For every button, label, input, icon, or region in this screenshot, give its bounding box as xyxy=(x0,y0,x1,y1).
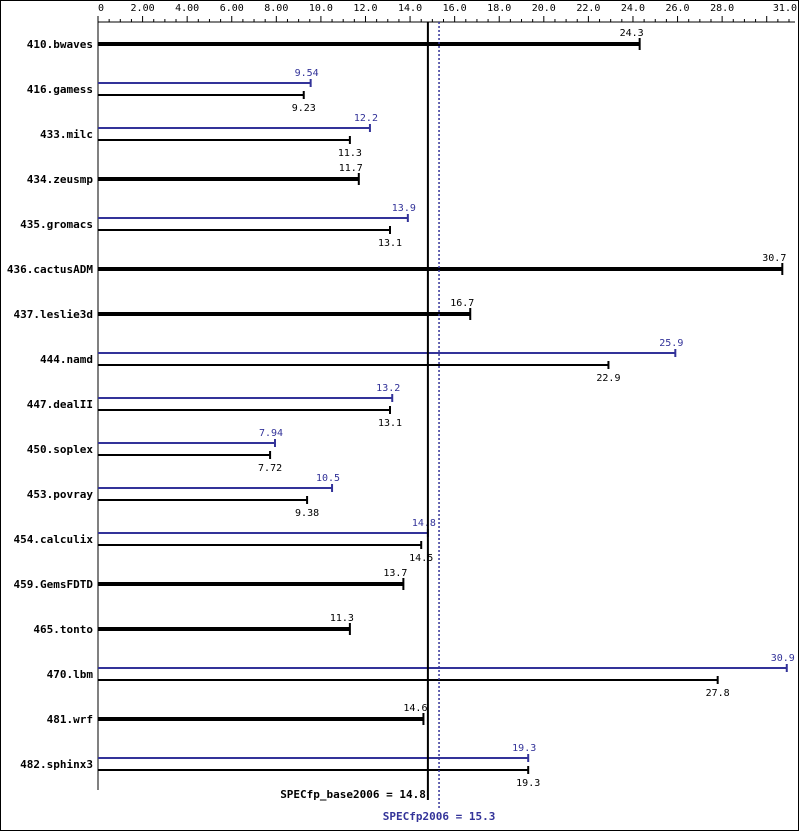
x-tick-label: 28.0 xyxy=(710,3,734,14)
x-tick-label: 31.0 xyxy=(773,3,797,14)
benchmark-label: 416.gamess xyxy=(27,83,93,96)
x-tick-label: 4.00 xyxy=(175,3,199,14)
peak-value-label: 30.9 xyxy=(771,653,795,664)
x-tick-label: 2.00 xyxy=(131,3,155,14)
base-value-label: 30.7 xyxy=(762,253,786,264)
peak-value-label: 10.5 xyxy=(316,473,340,484)
peak-value-label: 25.9 xyxy=(659,338,683,349)
peak-value-label: 12.2 xyxy=(354,113,378,124)
benchmark-label: 481.wrf xyxy=(47,713,93,726)
base-value-label: 11.7 xyxy=(339,163,363,174)
x-tick-label: 18.0 xyxy=(487,3,511,14)
benchmark-label: 433.milc xyxy=(40,128,93,141)
base-value-label: 19.3 xyxy=(516,778,540,789)
x-tick-label: 0 xyxy=(98,3,104,14)
x-tick-label: 12.0 xyxy=(353,3,377,14)
benchmark-label: 465.tonto xyxy=(33,623,93,636)
x-tick-label: 8.00 xyxy=(264,3,288,14)
x-tick-label: 22.0 xyxy=(576,3,600,14)
base-value-label: 7.72 xyxy=(258,463,282,474)
benchmark-label: 450.soplex xyxy=(27,443,94,456)
x-tick-label: 16.0 xyxy=(443,3,467,14)
benchmark-label: 410.bwaves xyxy=(27,38,93,51)
x-tick-label: 26.0 xyxy=(666,3,690,14)
base-value-label: 9.23 xyxy=(292,103,316,114)
peak-mean-label: SPECfp2006 = 15.3 xyxy=(383,810,496,823)
peak-value-label: 14.8 xyxy=(412,518,436,529)
benchmark-label: 434.zeusmp xyxy=(27,173,94,186)
x-tick-label: 14.0 xyxy=(398,3,422,14)
base-value-label: 11.3 xyxy=(330,613,354,624)
benchmark-label: 444.namd xyxy=(40,353,93,366)
x-tick-label: 10.0 xyxy=(309,3,333,14)
base-value-label: 14.5 xyxy=(409,553,433,564)
x-tick-label: 24.0 xyxy=(621,3,645,14)
peak-value-label: 13.9 xyxy=(392,203,416,214)
base-value-label: 14.6 xyxy=(403,703,427,714)
benchmark-label: 453.povray xyxy=(27,488,94,501)
peak-value-label: 7.94 xyxy=(259,428,283,439)
benchmark-label: 437.leslie3d xyxy=(14,308,93,321)
peak-value-label: 13.2 xyxy=(376,383,400,394)
benchmark-label: 435.gromacs xyxy=(20,218,93,231)
benchmark-label: 459.GemsFDTD xyxy=(14,578,94,591)
peak-value-label: 19.3 xyxy=(512,743,536,754)
benchmark-label: 436.cactusADM xyxy=(7,263,93,276)
base-value-label: 27.8 xyxy=(706,688,730,699)
base-value-label: 13.1 xyxy=(378,238,402,249)
base-value-label: 13.7 xyxy=(383,568,407,579)
benchmark-label: 482.sphinx3 xyxy=(20,758,93,771)
base-value-label: 22.9 xyxy=(596,373,620,384)
base-value-label: 11.3 xyxy=(338,148,362,159)
benchmark-label: 470.lbm xyxy=(47,668,94,681)
benchmark-label: 447.dealII xyxy=(27,398,93,411)
base-value-label: 9.38 xyxy=(295,508,319,519)
x-tick-label: 6.00 xyxy=(220,3,244,14)
base-mean-label: SPECfp_base2006 = 14.8 xyxy=(280,788,426,801)
peak-value-label: 9.54 xyxy=(295,68,319,79)
x-tick-label: 20.0 xyxy=(532,3,556,14)
base-value-label: 16.7 xyxy=(450,298,474,309)
base-value-label: 13.1 xyxy=(378,418,402,429)
base-value-label: 24.3 xyxy=(620,28,644,39)
benchmark-label: 454.calculix xyxy=(14,533,94,546)
